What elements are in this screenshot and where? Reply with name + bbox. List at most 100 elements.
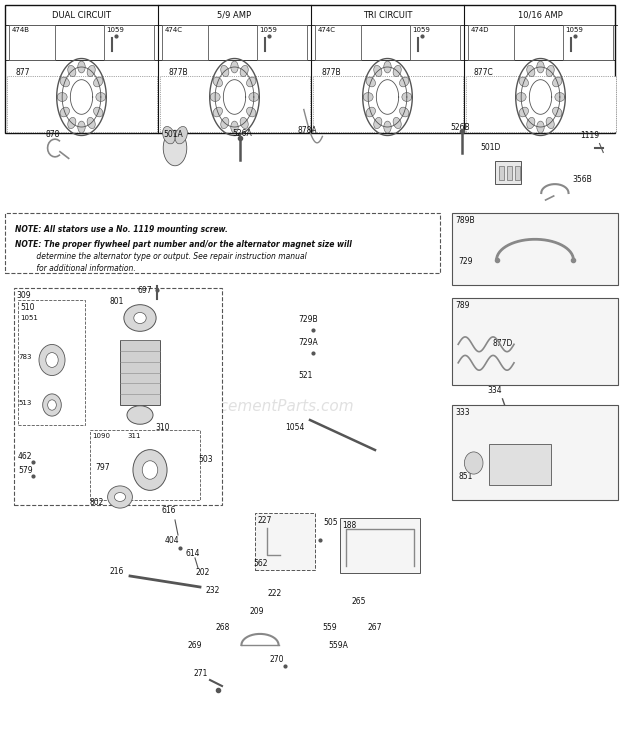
Text: 333: 333	[456, 408, 471, 417]
Ellipse shape	[162, 127, 175, 144]
Text: 1059: 1059	[260, 27, 277, 33]
Text: 521: 521	[298, 371, 312, 380]
Text: 562: 562	[253, 559, 267, 568]
Text: for additional information.: for additional information.	[15, 264, 136, 273]
Ellipse shape	[546, 65, 554, 77]
Bar	[410, 25, 460, 60]
Text: 513: 513	[18, 400, 32, 406]
Text: eReplacementParts.com: eReplacementParts.com	[167, 400, 354, 414]
Text: 697: 697	[138, 286, 153, 295]
Text: 729: 729	[458, 258, 472, 266]
Bar	[14, 288, 222, 505]
Ellipse shape	[221, 118, 229, 129]
Text: 474C: 474C	[164, 27, 182, 33]
Text: 5/9 AMP: 5/9 AMP	[218, 10, 252, 19]
Ellipse shape	[552, 107, 562, 117]
Text: 559A: 559A	[328, 641, 348, 650]
Ellipse shape	[393, 65, 401, 77]
Text: 227: 227	[257, 516, 272, 525]
Text: DUAL CIRCUIT: DUAL CIRCUIT	[52, 10, 111, 19]
Text: 1119: 1119	[580, 131, 599, 140]
Text: 789: 789	[456, 301, 470, 310]
Ellipse shape	[134, 312, 146, 323]
Text: 232: 232	[205, 586, 219, 595]
Ellipse shape	[527, 65, 535, 77]
Bar	[257, 25, 307, 60]
Text: 404: 404	[165, 536, 180, 545]
Ellipse shape	[519, 107, 528, 117]
Text: 501A: 501A	[163, 130, 183, 139]
Ellipse shape	[96, 92, 106, 101]
Bar	[315, 25, 361, 60]
Text: determine the alternator type or output. See repair instruction manual: determine the alternator type or output.…	[15, 252, 307, 261]
Ellipse shape	[39, 344, 65, 375]
Text: 878A: 878A	[298, 126, 317, 135]
Ellipse shape	[163, 130, 187, 166]
Ellipse shape	[43, 394, 61, 416]
Text: 270: 270	[270, 655, 285, 664]
Text: 1090: 1090	[92, 433, 110, 439]
Ellipse shape	[87, 118, 95, 129]
Ellipse shape	[537, 61, 544, 73]
Text: 462: 462	[18, 452, 32, 461]
Text: 222: 222	[268, 589, 282, 598]
Ellipse shape	[94, 107, 103, 117]
Text: 510: 510	[20, 303, 35, 312]
Ellipse shape	[546, 118, 554, 129]
Text: 501D: 501D	[480, 143, 500, 152]
Ellipse shape	[537, 121, 544, 133]
Bar	[104, 25, 154, 60]
Bar	[495, 161, 521, 184]
Ellipse shape	[210, 92, 220, 101]
Ellipse shape	[374, 65, 382, 77]
Text: 188: 188	[342, 521, 356, 530]
Ellipse shape	[384, 121, 391, 133]
Text: 579: 579	[18, 466, 33, 475]
Ellipse shape	[124, 305, 156, 332]
Text: 878: 878	[45, 130, 60, 139]
Ellipse shape	[527, 118, 535, 129]
Bar	[5, 213, 440, 273]
Text: 1059: 1059	[565, 27, 583, 33]
Ellipse shape	[402, 92, 412, 101]
Ellipse shape	[78, 121, 85, 133]
Ellipse shape	[142, 461, 157, 480]
Ellipse shape	[231, 121, 238, 133]
Text: 616: 616	[162, 506, 177, 515]
Ellipse shape	[231, 61, 238, 73]
Ellipse shape	[213, 107, 223, 117]
Text: 1054: 1054	[285, 423, 304, 432]
Bar	[18, 300, 85, 425]
Text: 877: 877	[15, 68, 30, 77]
Text: 202: 202	[195, 568, 210, 577]
Text: NOTE: All stators use a No. 1119 mounting screw.: NOTE: All stators use a No. 1119 mountin…	[15, 225, 228, 234]
Ellipse shape	[87, 65, 95, 77]
Bar	[90, 430, 200, 500]
Ellipse shape	[247, 107, 256, 117]
Ellipse shape	[108, 486, 133, 508]
Text: 526B: 526B	[450, 123, 469, 132]
Ellipse shape	[519, 77, 528, 87]
Ellipse shape	[384, 61, 391, 73]
Ellipse shape	[366, 107, 376, 117]
Text: 729B: 729B	[298, 315, 317, 324]
Bar	[507, 166, 512, 180]
Ellipse shape	[133, 450, 167, 491]
Text: 474C: 474C	[317, 27, 335, 33]
Text: 311: 311	[127, 433, 141, 439]
Ellipse shape	[48, 400, 56, 410]
Text: TRI CIRCUIT: TRI CIRCUIT	[363, 10, 412, 19]
Ellipse shape	[516, 92, 526, 101]
Text: 797: 797	[95, 462, 110, 471]
Text: 559: 559	[322, 623, 337, 632]
Text: 269: 269	[188, 641, 203, 650]
Bar	[563, 25, 613, 60]
Ellipse shape	[393, 118, 401, 129]
Text: 271: 271	[193, 669, 207, 678]
Bar	[452, 298, 618, 385]
Bar	[313, 76, 463, 132]
Bar	[466, 76, 616, 132]
Ellipse shape	[115, 493, 126, 502]
Ellipse shape	[175, 127, 187, 144]
Bar	[9, 25, 55, 60]
